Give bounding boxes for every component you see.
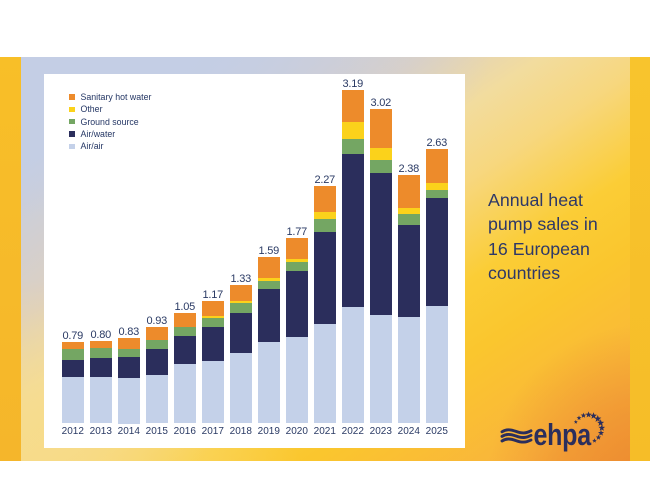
svg-text:ehpa: ehpa: [534, 417, 592, 451]
